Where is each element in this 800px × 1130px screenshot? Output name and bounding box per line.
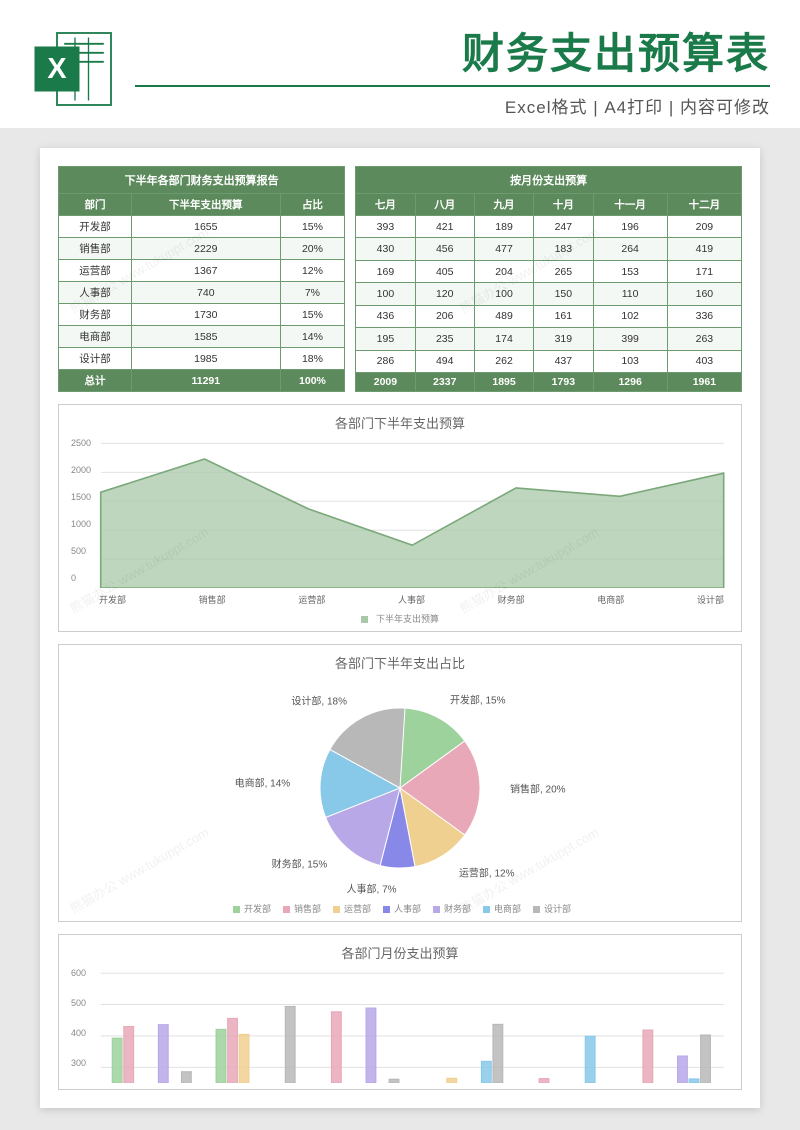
- legend-item: 开发部: [229, 904, 271, 914]
- table-header: 部门: [59, 194, 132, 216]
- pie-slice-label: 财务部, 15%: [272, 856, 328, 871]
- table-row: 电商部158514%: [59, 326, 345, 348]
- legend-item: 电商部: [479, 904, 521, 914]
- table-header: 八月: [415, 194, 474, 216]
- area-legend: 下半年支出预算: [376, 614, 439, 624]
- table-row: 开发部165515%: [59, 216, 345, 238]
- legend-item: 财务部: [429, 904, 471, 914]
- table-row: 430456477183264419: [356, 238, 742, 260]
- legend-item: 销售部: [279, 904, 321, 914]
- page-header: X 财务支出预算表 Excel格式 | A4打印 | 内容可修改: [0, 0, 800, 128]
- table-row: 人事部7407%: [59, 282, 345, 304]
- main-title: 财务支出预算表: [135, 20, 770, 87]
- subtitle: Excel格式 | A4打印 | 内容可修改: [135, 87, 770, 118]
- pie-slice-label: 运营部, 12%: [459, 865, 515, 880]
- table-row: 436206489161102336: [356, 305, 742, 327]
- table-row: 195235174319399263: [356, 328, 742, 350]
- excel-icon: X: [30, 24, 120, 114]
- table-row: 100120100150110160: [356, 283, 742, 305]
- legend-item: 人事部: [379, 904, 421, 914]
- pie-slice-label: 开发部, 15%: [450, 691, 506, 706]
- bar-chart-title: 各部门月份支出预算: [71, 943, 729, 962]
- table-header: 九月: [474, 194, 533, 216]
- legend-item: 运营部: [329, 904, 371, 914]
- svg-text:X: X: [47, 53, 66, 85]
- spreadsheet-preview: 下半年各部门财务支出预算报告 部门下半年支出预算占比 开发部165515%销售部…: [40, 148, 760, 1108]
- table-row: 设计部198518%: [59, 348, 345, 370]
- table-row: 销售部222920%: [59, 238, 345, 260]
- table-header: 十一月: [593, 194, 667, 216]
- table-row: 393421189247196209: [356, 216, 742, 238]
- table-row: 财务部173015%: [59, 304, 345, 326]
- table-header: 占比: [280, 194, 345, 216]
- pie-slice-label: 销售部, 20%: [510, 781, 566, 796]
- table-header: 十月: [534, 194, 593, 216]
- pie-chart-box: 各部门下半年支出占比 开发部, 15% 销售部, 20% 运营部, 12% 人事部, …: [58, 644, 742, 922]
- area-chart-box: 各部门下半年支出预算 05001000150020002500开发部销售部运营部…: [58, 404, 742, 632]
- pie-slice-label: 设计部, 18%: [291, 693, 347, 708]
- bar-chart-box: 各部门月份支出预算 300400500600: [58, 934, 742, 1090]
- dept-budget-table: 下半年各部门财务支出预算报告 部门下半年支出预算占比 开发部165515%销售部…: [58, 166, 345, 392]
- table-header: 十二月: [667, 194, 741, 216]
- monthly-budget-table: 按月份支出预算 七月八月九月十月十一月十二月 39342118924719620…: [355, 166, 742, 392]
- area-chart-title: 各部门下半年支出预算: [71, 413, 729, 432]
- table-row: 286494262437103403: [356, 350, 742, 372]
- pie-chart-title: 各部门下半年支出占比: [71, 653, 729, 672]
- left-table-title: 下半年各部门财务支出预算报告: [59, 167, 345, 194]
- table-header: 七月: [356, 194, 415, 216]
- table-header: 下半年支出预算: [131, 194, 280, 216]
- pie-slice-label: 人事部, 7%: [347, 880, 397, 895]
- table-row: 169405204265153171: [356, 260, 742, 282]
- pie-slice-label: 电商部, 14%: [235, 774, 291, 789]
- table-row: 运营部136712%: [59, 260, 345, 282]
- legend-item: 设计部: [529, 904, 571, 914]
- right-table-title: 按月份支出预算: [356, 167, 742, 194]
